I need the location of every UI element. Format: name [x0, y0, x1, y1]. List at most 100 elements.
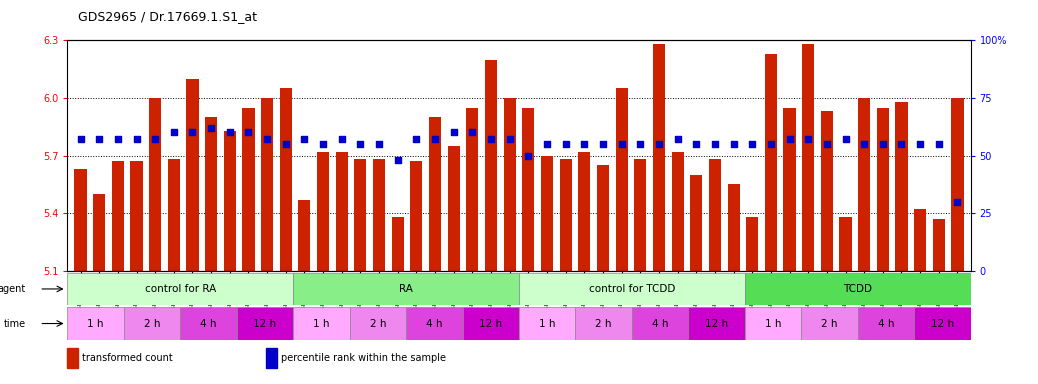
Point: [110, 136, 127, 142]
Bar: [266, 348, 277, 367]
Bar: [224, 131, 236, 271]
Text: TCDD: TCDD: [843, 284, 872, 294]
Text: 2 h: 2 h: [596, 318, 612, 329]
Point: [501, 136, 518, 142]
Bar: [858, 98, 870, 271]
Point: [539, 141, 555, 147]
Bar: [690, 175, 703, 271]
Bar: [503, 98, 516, 271]
Point: [427, 136, 443, 142]
Point: [165, 129, 182, 136]
Text: GDS2965 / Dr.17669.1.S1_at: GDS2965 / Dr.17669.1.S1_at: [78, 10, 256, 23]
Text: 12 h: 12 h: [705, 318, 728, 329]
Bar: [541, 156, 553, 271]
Point: [221, 129, 238, 136]
Point: [726, 141, 742, 147]
Bar: [519, 273, 745, 305]
Point: [763, 141, 780, 147]
Bar: [933, 219, 945, 271]
Point: [613, 141, 630, 147]
Bar: [485, 60, 497, 271]
Bar: [429, 117, 441, 271]
Point: [670, 136, 686, 142]
Bar: [522, 108, 535, 271]
Bar: [840, 217, 851, 271]
Bar: [877, 108, 889, 271]
Point: [838, 136, 854, 142]
Text: agent: agent: [0, 284, 26, 294]
Text: 4 h: 4 h: [426, 318, 442, 329]
Bar: [784, 108, 795, 271]
Bar: [373, 159, 385, 271]
Point: [333, 136, 350, 142]
Text: control for TCDD: control for TCDD: [589, 284, 675, 294]
Bar: [124, 307, 181, 340]
Text: 4 h: 4 h: [877, 318, 894, 329]
Bar: [672, 152, 684, 271]
Point: [464, 129, 481, 136]
Bar: [93, 194, 105, 271]
Bar: [335, 152, 348, 271]
Bar: [298, 200, 310, 271]
Text: 1 h: 1 h: [539, 318, 555, 329]
Point: [296, 136, 312, 142]
Bar: [406, 307, 463, 340]
Bar: [350, 307, 406, 340]
Bar: [67, 348, 78, 367]
Point: [911, 141, 928, 147]
Point: [930, 141, 947, 147]
Text: control for RA: control for RA: [144, 284, 216, 294]
Point: [651, 141, 667, 147]
Bar: [67, 273, 294, 305]
Bar: [243, 108, 254, 271]
Point: [800, 136, 817, 142]
Bar: [688, 307, 745, 340]
Bar: [279, 88, 292, 271]
Point: [893, 141, 909, 147]
Text: 2 h: 2 h: [370, 318, 386, 329]
Bar: [131, 161, 142, 271]
Bar: [575, 307, 632, 340]
Text: 2 h: 2 h: [821, 318, 838, 329]
Bar: [632, 307, 688, 340]
Bar: [447, 146, 460, 271]
Bar: [745, 273, 971, 305]
Point: [688, 141, 705, 147]
Point: [146, 136, 163, 142]
Point: [632, 141, 649, 147]
Text: 12 h: 12 h: [253, 318, 276, 329]
Point: [856, 141, 873, 147]
Bar: [728, 184, 740, 271]
Bar: [261, 98, 273, 271]
Point: [707, 141, 723, 147]
Bar: [410, 161, 422, 271]
Bar: [206, 117, 217, 271]
Bar: [149, 98, 161, 271]
Text: 2 h: 2 h: [144, 318, 161, 329]
Bar: [914, 307, 971, 340]
Point: [557, 141, 574, 147]
Bar: [294, 307, 350, 340]
Bar: [616, 88, 628, 271]
Bar: [765, 54, 777, 271]
Point: [352, 141, 368, 147]
Text: 12 h: 12 h: [480, 318, 502, 329]
Point: [91, 136, 108, 142]
Bar: [857, 307, 914, 340]
Point: [240, 129, 256, 136]
Bar: [187, 79, 198, 271]
Bar: [597, 165, 609, 271]
Point: [129, 136, 145, 142]
Bar: [821, 111, 832, 271]
Bar: [634, 159, 647, 271]
Bar: [67, 307, 124, 340]
Point: [408, 136, 425, 142]
Bar: [896, 102, 907, 271]
Bar: [653, 44, 665, 271]
Bar: [559, 159, 572, 271]
Point: [744, 141, 761, 147]
Bar: [578, 152, 591, 271]
Bar: [709, 159, 721, 271]
Bar: [354, 159, 366, 271]
Point: [445, 129, 462, 136]
